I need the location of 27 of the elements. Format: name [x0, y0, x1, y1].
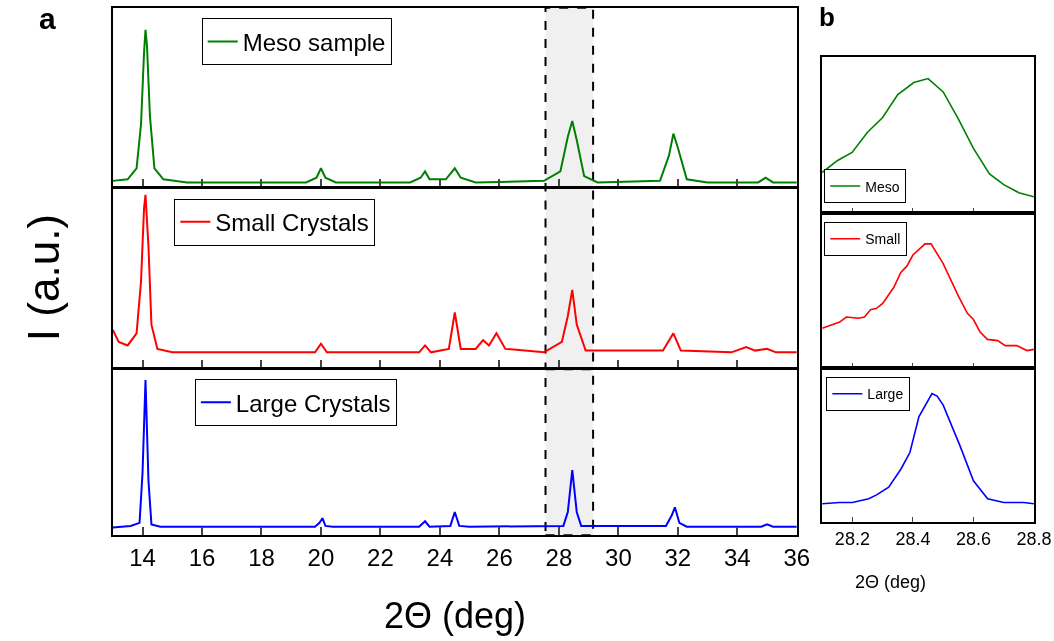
- x-tick-label: 16: [188, 544, 216, 572]
- x-tick-label: 28.2: [834, 529, 870, 550]
- legend-label: Small Crystals: [215, 209, 369, 237]
- x-tick-label: 22: [367, 544, 394, 572]
- x-tick-label: 28: [545, 544, 573, 572]
- x-tick-label: 14: [129, 544, 156, 572]
- legend-label: Small: [865, 231, 901, 248]
- x-axis-title: 2Θ (deg): [855, 572, 927, 592]
- legend-label: Meso sample: [242, 28, 386, 56]
- text: a: [39, 2, 56, 35]
- text: b: [819, 2, 835, 32]
- x-tick-label: 26: [486, 544, 513, 572]
- x-tick-label: 24: [426, 544, 454, 572]
- legend-label: Large Crystals: [235, 389, 391, 417]
- x-tick-label: 20: [307, 544, 335, 572]
- x-tick-label: 28.4: [895, 529, 931, 550]
- x-tick-label: 18: [248, 544, 275, 572]
- x-tick-label: 30: [605, 544, 632, 572]
- y-axis-title: I (a.u.): [19, 213, 69, 342]
- legend-label: Meso: [865, 178, 900, 195]
- x-tick-label: 28.8: [1016, 529, 1052, 550]
- x-tick-label: 28.6: [955, 529, 991, 550]
- x-axis-title: 2Θ (deg): [384, 595, 527, 636]
- x-tick-label: 34: [723, 544, 751, 572]
- legend-label: Large: [867, 386, 904, 403]
- x-tick-label: 36: [783, 544, 811, 572]
- x-tick-label: 32: [664, 544, 692, 572]
